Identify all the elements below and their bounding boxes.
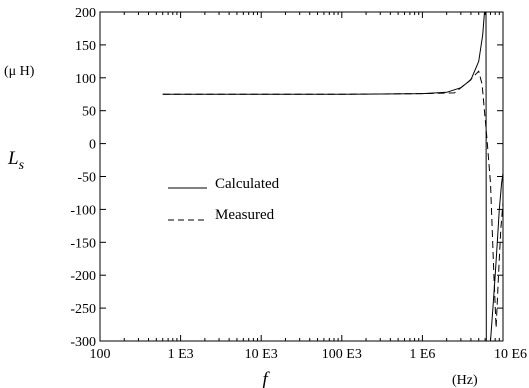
x-axis-label: f: [262, 369, 270, 388]
x-tick-label: 10 E6: [494, 347, 527, 362]
series-line-measured: [162, 70, 504, 328]
x-tick-label: 1 E3: [168, 347, 194, 362]
y-axis-label-subscript: s: [19, 158, 25, 173]
y-tick-label: -150: [70, 236, 96, 251]
plot-border: [99, 11, 504, 342]
y-tick-label: -300: [70, 335, 96, 350]
y-axis-unit: (μ H): [4, 64, 35, 79]
x-tick-label: 100 E3: [322, 347, 362, 362]
y-tick-label: 100: [75, 72, 96, 87]
legend: Calculated Measured: [168, 176, 280, 223]
y-axis-label-main: L: [7, 148, 19, 169]
x-tick-label: 100: [90, 347, 111, 362]
y-tick-label: 200: [75, 6, 96, 21]
legend-label-measured: Measured: [215, 207, 275, 223]
y-axis-label: Ls: [7, 148, 25, 173]
x-axis-ticks: 100 1 E3 10 E3 100 E3 1 E6 10 E6: [90, 12, 527, 362]
y-tick-label: -50: [77, 171, 96, 186]
y-tick-label: 0: [89, 138, 96, 153]
legend-label-calculated: Calculated: [215, 176, 280, 192]
plot-frame: [99, 11, 504, 342]
x-tick-label: 1 E6: [409, 347, 435, 362]
x-tick-label: 10 E3: [245, 347, 278, 362]
series-layer: [162, 11, 504, 342]
y-tick-label: -100: [70, 203, 96, 218]
x-axis-unit: (Hz): [452, 373, 478, 388]
y-axis-ticks: 200 150 100 50 0 -50 -100 -150 -200 -250 -300: [70, 6, 503, 350]
y-tick-label: -250: [70, 302, 96, 317]
series-line-calculated: [162, 11, 504, 342]
y-tick-label: -200: [70, 269, 96, 284]
y-tick-label: 50: [82, 105, 96, 120]
y-tick-label: 150: [75, 39, 96, 54]
